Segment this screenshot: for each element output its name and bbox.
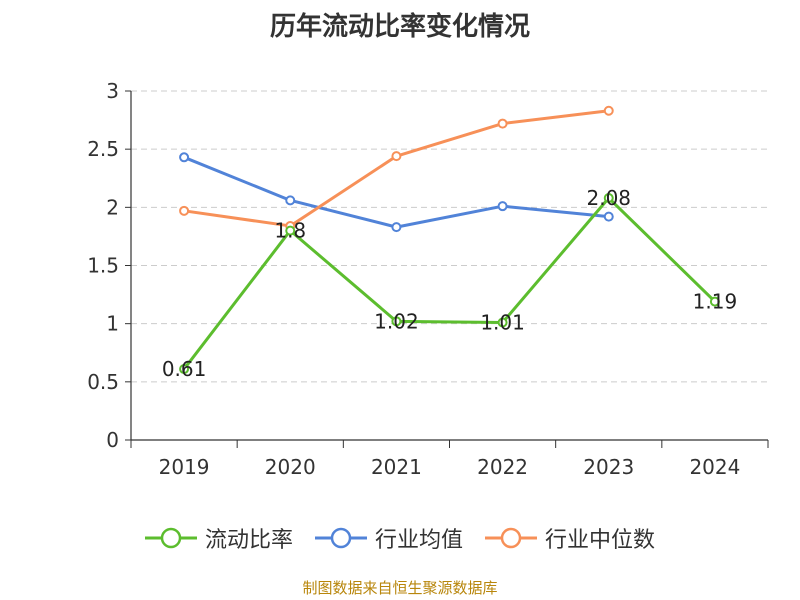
y-tick-label: 0.5 <box>87 370 119 394</box>
data-point <box>179 152 190 163</box>
legend-item[interactable]: 行业均值 <box>314 522 463 554</box>
data-point <box>179 205 190 216</box>
legend-swatch-icon <box>314 527 367 549</box>
y-tick-label: 1.5 <box>87 254 119 278</box>
legend-item[interactable]: 行业中位数 <box>485 522 655 554</box>
chart-title: 历年流动比率变化情况 <box>269 12 530 42</box>
legend-label: 行业均值 <box>374 528 463 553</box>
data-point <box>497 118 508 129</box>
data-point <box>603 193 614 204</box>
x-tick-label: 2022 <box>477 455 528 479</box>
series-line <box>183 155 609 229</box>
data-label: 1.8 <box>274 219 306 243</box>
y-tick-label: 2 <box>106 195 119 219</box>
data-point <box>391 222 402 233</box>
x-tick-label: 2023 <box>583 455 634 479</box>
series-line <box>182 196 716 370</box>
data-point <box>603 211 614 222</box>
data-point <box>709 296 720 307</box>
y-tick-label: 0 <box>106 428 119 452</box>
source-note: 制图数据来自恒生聚源数据库 <box>302 579 498 597</box>
data-point <box>391 316 402 327</box>
legend-label: 流动比率 <box>204 528 293 553</box>
data-label: 1.19 <box>693 290 738 314</box>
series-lines <box>179 105 720 375</box>
axes: 0 0.5 1 1.5 2 2.5 3 2019 2020 2021 2022 2023 2024 <box>87 79 769 479</box>
legend-item[interactable]: 流动比率 <box>144 522 293 554</box>
x-tick-label: 2021 <box>371 455 422 479</box>
series-line <box>183 109 609 228</box>
legend-swatch-icon <box>144 527 197 549</box>
data-label: 1.02 <box>374 309 419 333</box>
data-point <box>179 364 190 375</box>
data-labels: 0.61 1.8 1.02 1.01 2.08 1.19 <box>162 186 737 381</box>
x-tick-label: 2024 <box>689 455 740 479</box>
x-tick-label: 2019 <box>159 455 210 479</box>
data-point <box>497 201 508 212</box>
data-label: 1.01 <box>480 311 525 335</box>
legend-label: 行业中位数 <box>545 528 656 553</box>
x-tick-label: 2020 <box>265 455 316 479</box>
data-point <box>285 195 296 206</box>
data-label: 2.08 <box>586 186 631 210</box>
y-tick-label: 2.5 <box>87 137 119 161</box>
data-point <box>497 317 508 328</box>
y-tick-label: 3 <box>106 79 119 103</box>
legend-swatch-icon <box>485 527 537 549</box>
data-point <box>285 225 296 236</box>
gridlines <box>131 90 768 383</box>
data-point <box>391 151 402 162</box>
legend: 流动比率 行业均值 行业中位数 <box>0 520 800 556</box>
data-label: 0.61 <box>162 357 207 381</box>
data-point <box>603 105 614 116</box>
y-tick-label: 1 <box>106 312 119 336</box>
